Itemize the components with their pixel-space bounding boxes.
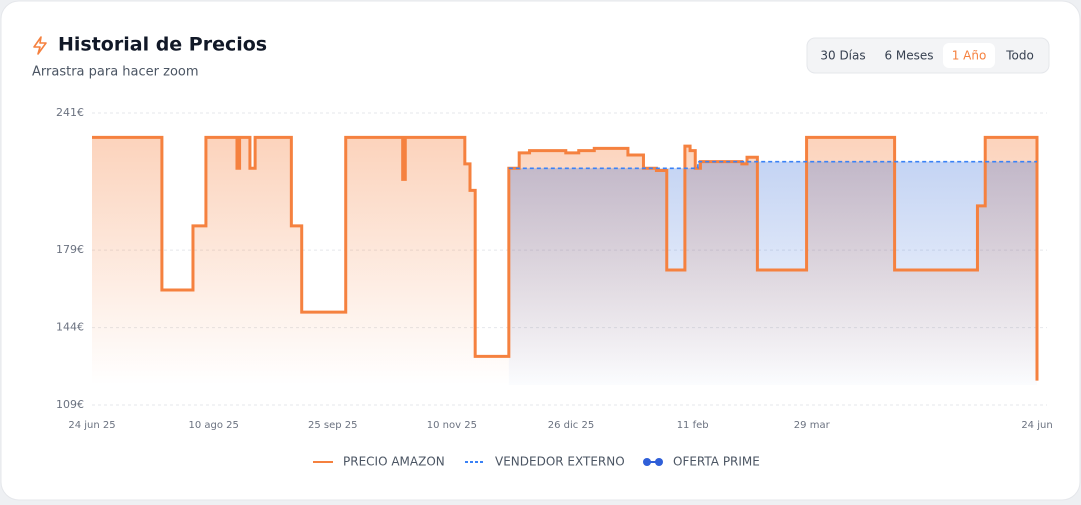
x-tick-label: 25 sep 25 (308, 420, 358, 431)
range-button[interactable]: Todo (1005, 49, 1034, 63)
x-tick-label: 10 ago 25 (188, 420, 238, 431)
legend-swatch (643, 458, 651, 466)
x-tick-label: 29 mar (794, 420, 831, 431)
area (508, 161, 1038, 385)
y-tick-label: 144€ (56, 321, 84, 334)
y-tick-label: 241€ (56, 106, 84, 119)
y-tick-label: 179€ (56, 243, 84, 256)
x-tick-label: 24 jun (1021, 420, 1052, 431)
range-button-bg[interactable] (943, 43, 995, 68)
title: Historial de Precios (58, 34, 267, 56)
legend-swatch (655, 458, 663, 466)
range-button[interactable]: 30 Días (820, 49, 865, 63)
x-tick-label: 11 feb (677, 420, 709, 431)
legend-label: PRECIO AMAZON (343, 455, 445, 469)
x-tick-label: 10 nov 25 (427, 420, 477, 431)
range-button[interactable]: 6 Meses (884, 49, 933, 63)
x-tick-label: 26 dic 25 (548, 420, 594, 431)
price-line (508, 160, 1037, 170)
price-line (92, 135, 1039, 381)
range-button[interactable]: 1 Año (952, 49, 987, 63)
legend-label: VENDEDOR EXTERNO (495, 455, 625, 469)
bolt-icon (33, 36, 47, 55)
legend-label: OFERTA PRIME (673, 455, 760, 469)
subtitle: Arrastra para hacer zoom (32, 65, 199, 80)
y-tick-label: 109€ (56, 398, 84, 411)
x-tick-label: 24 jun 25 (68, 420, 115, 431)
